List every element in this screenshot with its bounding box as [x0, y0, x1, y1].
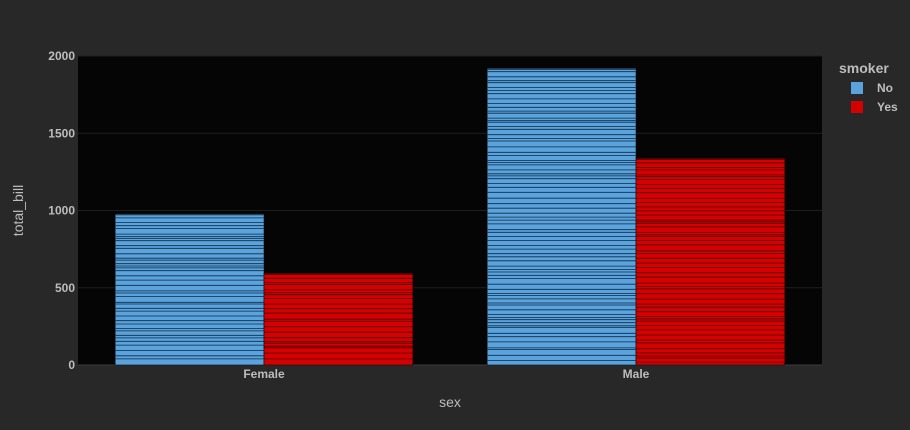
- bar-male-yes[interactable]: [636, 158, 785, 365]
- legend[interactable]: smoker No Yes: [839, 60, 898, 114]
- x-axis-title: sex: [439, 394, 461, 410]
- legend-swatch: [851, 101, 863, 113]
- y-tick-label: 2000: [48, 49, 75, 63]
- legend-label: No: [877, 81, 893, 95]
- legend-item-yes[interactable]: Yes: [851, 100, 898, 114]
- bar-female-yes[interactable]: [264, 273, 413, 365]
- x-tick-label: Male: [623, 367, 650, 381]
- bar-female-no[interactable]: [115, 214, 264, 365]
- y-tick-label: 1000: [48, 204, 75, 218]
- legend-item-no[interactable]: No: [851, 81, 893, 95]
- y-tick-label: 0: [68, 358, 75, 372]
- y-tick-label: 1500: [48, 126, 75, 140]
- legend-items[interactable]: No Yes: [851, 81, 898, 114]
- legend-label: Yes: [877, 100, 898, 114]
- x-tick-label: Female: [243, 367, 285, 381]
- y-axis-ticks: 0 500 1000 1500 2000: [48, 49, 75, 372]
- bar-fill: [636, 158, 785, 365]
- legend-swatch: [851, 82, 863, 94]
- legend-title: smoker: [839, 60, 889, 76]
- bar-male-no[interactable]: [487, 68, 636, 365]
- x-axis-ticks: Female Male: [243, 367, 649, 381]
- y-tick-label: 500: [55, 281, 75, 295]
- y-axis-title: total_bill: [10, 185, 26, 236]
